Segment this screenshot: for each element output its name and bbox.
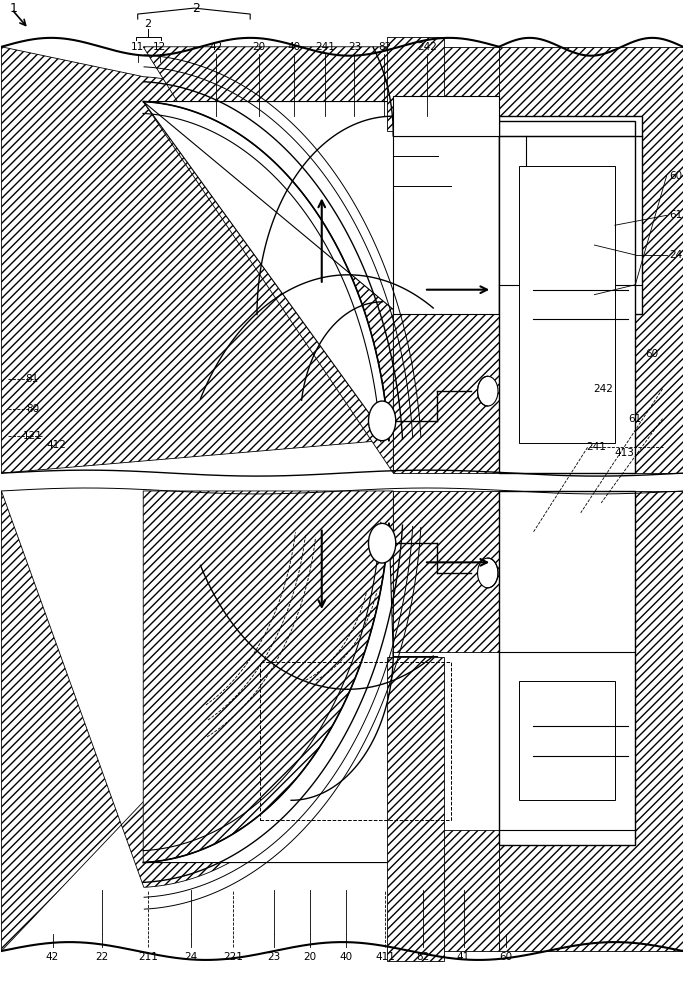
Text: 1: 1 — [10, 2, 17, 15]
Text: 241: 241 — [315, 42, 335, 52]
Text: 20: 20 — [253, 42, 266, 52]
Text: 412: 412 — [46, 440, 66, 450]
Polygon shape — [1, 491, 406, 951]
Text: 61: 61 — [629, 414, 642, 424]
Text: 2: 2 — [192, 2, 200, 15]
Text: 40: 40 — [288, 42, 301, 52]
Text: 24: 24 — [669, 250, 683, 260]
Polygon shape — [394, 491, 499, 652]
Text: 42: 42 — [46, 952, 59, 962]
Text: 211: 211 — [138, 952, 158, 962]
Polygon shape — [394, 96, 499, 136]
Text: 60: 60 — [669, 171, 682, 181]
Polygon shape — [143, 102, 438, 441]
Text: 24: 24 — [184, 952, 197, 962]
Text: 40: 40 — [339, 952, 352, 962]
Polygon shape — [387, 37, 444, 131]
Text: 80: 80 — [25, 404, 39, 414]
Circle shape — [368, 523, 396, 563]
Polygon shape — [394, 136, 499, 314]
Polygon shape — [499, 116, 642, 314]
Text: 242: 242 — [418, 42, 438, 52]
Text: 42: 42 — [210, 42, 223, 52]
Polygon shape — [394, 47, 499, 136]
Text: 20: 20 — [304, 952, 317, 962]
Text: 411: 411 — [375, 952, 395, 962]
Text: 241: 241 — [586, 442, 606, 452]
Polygon shape — [387, 657, 444, 961]
Text: 242: 242 — [593, 384, 613, 394]
Polygon shape — [499, 491, 683, 951]
Text: 60: 60 — [499, 952, 513, 962]
Text: 61: 61 — [669, 210, 683, 220]
Circle shape — [477, 558, 498, 588]
Polygon shape — [499, 121, 635, 473]
Polygon shape — [499, 491, 635, 845]
Text: 121: 121 — [23, 431, 43, 441]
Polygon shape — [519, 166, 615, 443]
Polygon shape — [143, 491, 394, 951]
Text: 22: 22 — [95, 952, 109, 962]
Polygon shape — [1, 47, 406, 473]
Text: 82: 82 — [378, 42, 391, 52]
Polygon shape — [519, 681, 615, 800]
Text: 81: 81 — [25, 374, 39, 384]
Text: 23: 23 — [348, 42, 361, 52]
Text: 2: 2 — [144, 19, 152, 29]
Text: 82: 82 — [416, 952, 429, 962]
Text: 221: 221 — [223, 952, 243, 962]
Text: 12: 12 — [153, 42, 166, 52]
Polygon shape — [394, 830, 499, 951]
Text: 41: 41 — [457, 952, 470, 962]
Polygon shape — [394, 314, 499, 473]
Polygon shape — [143, 523, 438, 863]
Circle shape — [477, 376, 498, 406]
Circle shape — [368, 401, 396, 441]
Polygon shape — [499, 47, 683, 473]
Text: 11: 11 — [131, 42, 144, 52]
Text: 23: 23 — [267, 952, 281, 962]
Text: 413: 413 — [615, 448, 635, 458]
Polygon shape — [143, 47, 394, 473]
Text: 60: 60 — [646, 349, 659, 359]
